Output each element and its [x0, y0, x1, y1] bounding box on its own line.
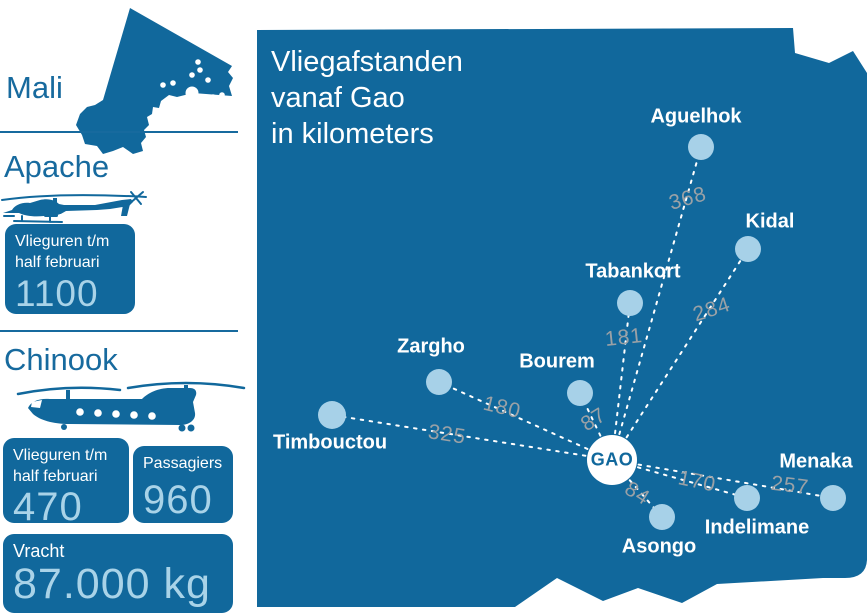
mali-gao-dot	[185, 86, 199, 100]
chinook-flight-hours-box: Vlieguren t/m half februari 470	[3, 438, 129, 527]
mali-city-dot	[210, 94, 216, 100]
apache-tail-fin	[121, 204, 130, 216]
chinook-helicopter-icon	[16, 381, 246, 432]
city-label-bourem: Bourem	[519, 350, 595, 373]
city-dot-kidal	[735, 236, 761, 262]
route-line-kidal	[611, 248, 749, 461]
city-label-menaka: Menaka	[779, 450, 853, 473]
map-title-line3: in kilometers	[271, 118, 434, 150]
chinook-passengers-value: 960	[143, 478, 213, 522]
map-title-line1: Vliegafstanden	[271, 46, 463, 78]
chinook-fuselage	[28, 388, 197, 425]
chinook-passengers-box: Passagiers 960	[133, 446, 233, 523]
route-line-menaka	[611, 459, 834, 499]
city-label-zargho: Zargho	[397, 335, 465, 358]
apache-flight-hours-value: 1100	[15, 273, 99, 314]
gao-hub-circle	[587, 435, 637, 485]
city-dot-timbouctou	[318, 401, 346, 429]
city-label-tabankort: Tabankort	[585, 260, 681, 283]
chinook-wheel	[61, 424, 67, 430]
chinook-cargo-box: Vracht 87.000 kg	[3, 534, 233, 613]
city-dot-bourem	[567, 380, 593, 406]
apache-heading: Apache	[4, 149, 110, 184]
city-label-timbouctou: Timbouctou	[272, 431, 388, 454]
mali-city-dot	[197, 100, 203, 106]
apache-wing-pod	[40, 210, 62, 214]
mali-city-dot	[197, 67, 203, 73]
mali-country-shape	[76, 8, 233, 154]
map-title: Vliegafstanden vanaf Gao in kilometers	[271, 44, 463, 152]
mali-map-silhouette	[76, 8, 233, 154]
chinook-wheel	[187, 424, 195, 432]
chinook-flight-hours-value: 470	[13, 485, 83, 529]
chinook-flight-hours-label-1: Vlieguren t/m	[13, 447, 108, 464]
chinook-window	[94, 409, 102, 417]
mali-city-dot	[205, 77, 211, 83]
chinook-cargo-value: 87.000 kg	[13, 560, 211, 608]
apache-tail-rotor	[128, 191, 144, 205]
apache-main-rotor	[1, 194, 147, 201]
apache-wing-pod	[44, 214, 58, 217]
route-line-timbouctou	[331, 414, 613, 461]
chinook-rear-rotor	[126, 381, 246, 390]
mali-city-dot	[170, 80, 176, 86]
city-dot-indelimane	[734, 485, 760, 511]
chinook-window	[76, 408, 84, 416]
city-dot-aguelhok	[688, 134, 714, 160]
city-dot-zargho	[426, 369, 452, 395]
map-title-line2: vanaf Gao	[271, 82, 405, 114]
city-label-indelimane: Indelimane	[704, 516, 810, 539]
route-line-aguelhok	[611, 146, 702, 461]
mali-city-dot	[195, 59, 201, 65]
apache-rotor-mast	[53, 198, 57, 206]
city-label-asongo: Asongo	[621, 535, 697, 558]
apache-flight-hours-label-2: half februari	[15, 254, 100, 271]
gao-hub-label: GAO	[590, 449, 634, 470]
chinook-wheel	[178, 424, 186, 432]
apache-skid	[13, 215, 63, 223]
chinook-window	[130, 411, 138, 419]
divider-mali-apache	[0, 131, 238, 133]
city-dot-asongo	[649, 504, 675, 530]
chinook-passengers-label: Passagiers	[143, 455, 223, 472]
region-shape	[257, 28, 867, 607]
chinook-window	[148, 412, 156, 420]
chinook-window	[112, 410, 120, 418]
chinook-rear-mast	[184, 385, 188, 393]
route-line-tabankort	[611, 302, 631, 461]
apache-helicopter-icon	[1, 191, 147, 223]
distance-label-tabankort: 181	[603, 324, 645, 351]
apache-flight-hours-box: Vlieguren t/m half februari 1100	[5, 224, 135, 314]
distance-label-menaka: 257	[769, 471, 811, 500]
city-dot-tabankort	[617, 290, 643, 316]
chinook-heading: Chinook	[4, 342, 118, 377]
chinook-front-mast	[66, 390, 70, 400]
apache-fuselage	[3, 199, 133, 217]
mali-city-dot	[160, 82, 166, 88]
city-label-kidal: Kidal	[745, 210, 795, 233]
chinook-front-rotor	[16, 386, 122, 396]
chinook-cockpit-window	[31, 400, 42, 408]
route-line-indelimane	[611, 459, 748, 499]
apache-flight-hours-label-1: Vlieguren t/m	[15, 233, 110, 250]
city-dot-menaka	[820, 485, 846, 511]
mali-city-dot	[219, 92, 225, 98]
city-label-aguelhok: Aguelhok	[650, 105, 742, 128]
mali-city-dot	[189, 72, 195, 78]
chinook-cargo-label: Vracht	[13, 541, 65, 561]
country-heading: Mali	[6, 70, 63, 105]
chinook-flight-hours-label-2: half februari	[13, 468, 98, 485]
divider-apache-chinook	[0, 330, 238, 332]
